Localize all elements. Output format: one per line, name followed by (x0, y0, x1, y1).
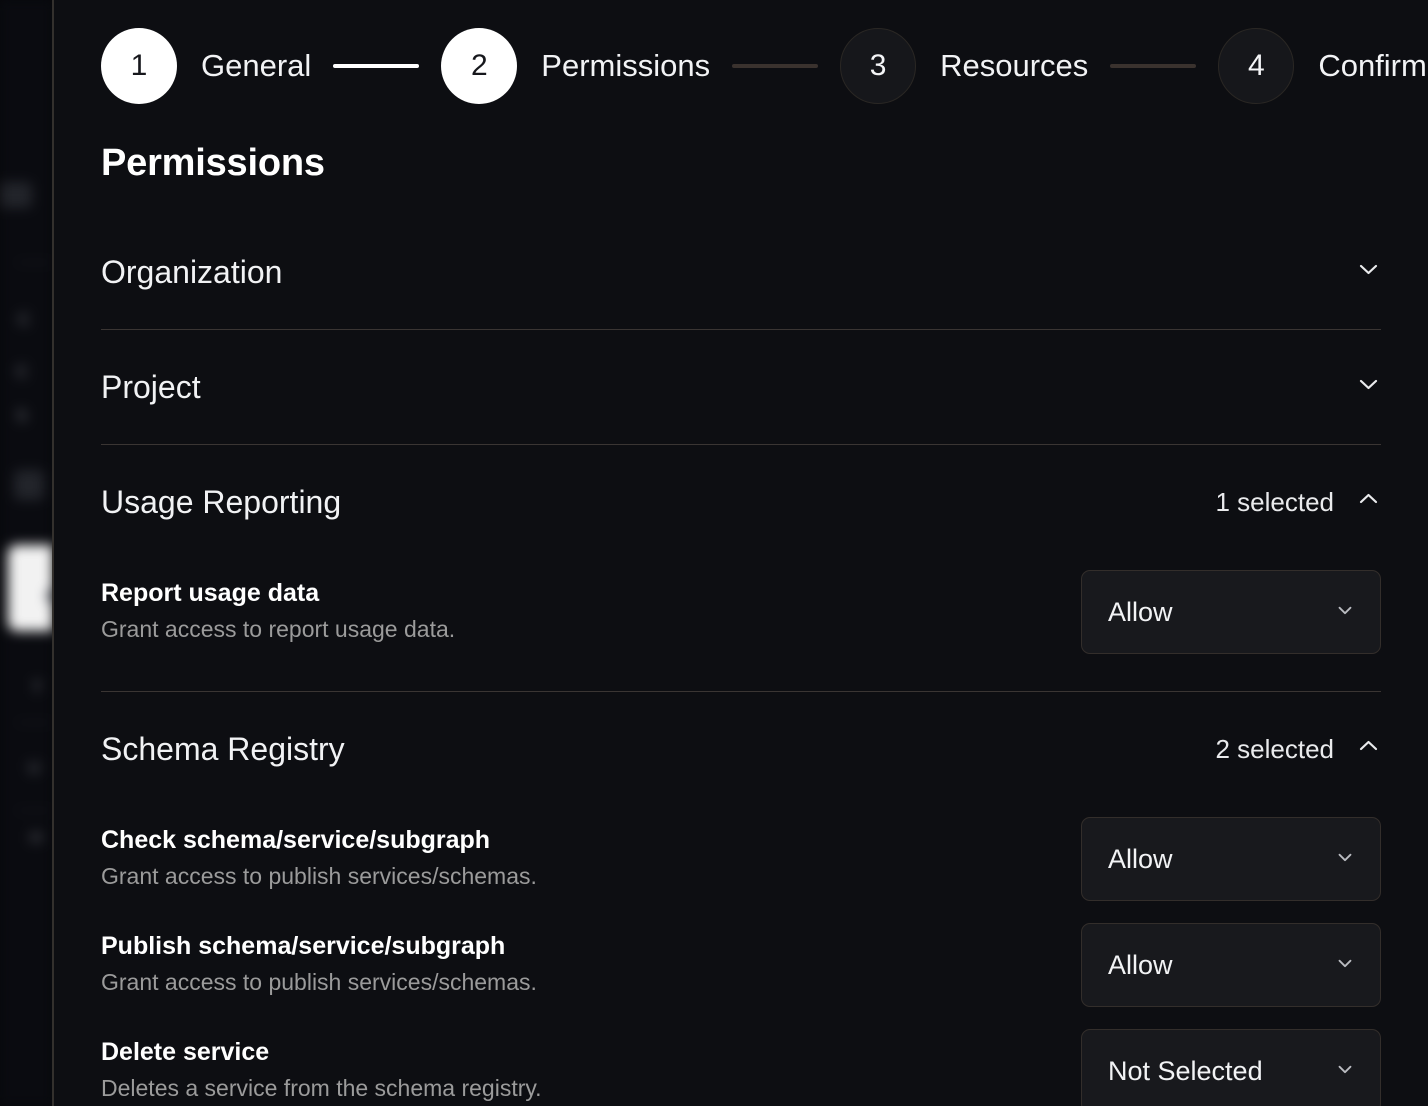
step-label: General (201, 48, 312, 83)
backdrop-nav-item: C (18, 310, 31, 329)
permission-description: Grant access to publish services/schemas… (101, 969, 537, 996)
wizard-step-confirm[interactable]: 4 Confirm (1218, 28, 1427, 104)
step-connector-3-4 (1110, 64, 1197, 68)
chevron-down-icon (1334, 846, 1356, 873)
wizard-step-resources[interactable]: 3 Resources (840, 28, 1088, 104)
group-header-right: 2 selected (1215, 734, 1381, 765)
chevron-down-icon[interactable] (1356, 372, 1381, 402)
permission-select-value: Allow (1108, 949, 1173, 980)
step-label: Permissions (541, 48, 711, 83)
backdrop-chip (14, 470, 44, 500)
group-header-right: 1 selected (1215, 487, 1381, 518)
group-title: Schema Registry (101, 730, 345, 767)
permission-select-value: Allow (1108, 843, 1173, 874)
permission-text: Delete service Deletes a service from the… (101, 1036, 542, 1105)
chevron-down-icon (1334, 1058, 1356, 1085)
backdrop-avatar (8, 545, 53, 631)
group-header-right (1356, 372, 1381, 402)
step-number-badge: 2 (441, 28, 518, 104)
permission-group-project: Project (101, 330, 1381, 445)
wizard-stepper: 1 General 2 Permissions 3 Resources 4 Co… (54, 0, 1428, 132)
group-title: Organization (101, 253, 283, 290)
permission-text: Publish schema/service/subgraph Grant acc… (101, 930, 537, 999)
chevron-down-icon (1334, 952, 1356, 979)
permissions-modal: 1 General 2 Permissions 3 Resources 4 Co… (54, 0, 1428, 1106)
step-number-badge: 3 (840, 28, 917, 104)
backdrop-nav-item: C (16, 362, 29, 381)
group-header-usage-reporting[interactable]: Usage Reporting 1 selected (101, 445, 1381, 559)
step-label: Confirm (1318, 48, 1427, 83)
permission-row-publish-schema: Publish schema/service/subgraph Grant acc… (101, 912, 1381, 1018)
permission-row-report-usage-data: Report usage data Grant access to report … (101, 559, 1381, 665)
backdrop-divider (16, 810, 53, 811)
group-header-project[interactable]: Project (101, 330, 1381, 444)
permission-title: Report usage data (101, 579, 320, 608)
group-title: Usage Reporting (101, 483, 342, 520)
page-title: Permissions (101, 142, 325, 184)
group-header-schema-registry[interactable]: Schema Registry 2 selected (101, 692, 1381, 806)
group-selected-count: 2 selected (1215, 733, 1334, 764)
group-title: Project (101, 368, 201, 405)
permission-description: Deletes a service from the schema regist… (101, 1075, 542, 1102)
permission-row-check-schema: Check schema/service/subgraph Grant acces… (101, 806, 1381, 912)
backdrop-chip (0, 182, 32, 208)
chevron-up-icon[interactable] (1356, 487, 1381, 517)
modal-content: Permissions Organization Project Usage Rep… (54, 142, 1428, 1106)
backdrop-nav-item: S (16, 406, 28, 425)
permission-row-delete-service: Delete service Deletes a service from the… (101, 1018, 1381, 1106)
group-header-right (1356, 257, 1381, 287)
step-number-badge: 4 (1218, 28, 1295, 104)
permission-group-usage-reporting: Usage Reporting 1 selected Report usage da… (101, 445, 1381, 692)
permission-groups: Organization Project Usage Reporting 1 sele… (101, 215, 1381, 1106)
permission-group-schema-registry: Schema Registry 2 selected Check schema/se… (101, 692, 1381, 1106)
blurred-app-backdrop: C C S T U H (0, 0, 53, 1106)
permission-title: Delete service (101, 1038, 270, 1067)
backdrop-divider (16, 722, 53, 723)
permission-select-value: Not Selected (1108, 1055, 1263, 1086)
group-body-usage-reporting: Report usage data Grant access to report … (101, 559, 1381, 691)
permission-select-value: Allow (1108, 596, 1173, 627)
group-body-schema-registry: Check schema/service/subgraph Grant acces… (101, 806, 1381, 1106)
wizard-step-permissions[interactable]: 2 Permissions (441, 28, 710, 104)
step-number-badge: 1 (101, 28, 177, 104)
step-connector-1-2 (333, 64, 420, 68)
wizard-step-general[interactable]: 1 General (101, 28, 311, 104)
backdrop-dot (46, 590, 53, 602)
backdrop-nav-item: H (30, 828, 43, 847)
modal-left-edge (52, 0, 54, 1106)
permission-title: Publish schema/service/subgraph (101, 932, 506, 961)
group-selected-count: 1 selected (1215, 486, 1334, 517)
permission-select-delete-service[interactable]: Not Selected (1081, 1029, 1381, 1106)
step-label: Resources (940, 48, 1089, 83)
permission-select-publish-schema[interactable]: Allow (1081, 923, 1381, 1007)
permission-text: Report usage data Grant access to report … (101, 577, 455, 646)
permission-description: Grant access to publish services/schemas… (101, 863, 537, 890)
backdrop-nav-item: U (28, 758, 41, 777)
backdrop-nav-item: T (32, 678, 43, 697)
step-connector-2-3 (732, 64, 819, 68)
permission-title: Check schema/service/subgraph (101, 826, 491, 855)
chevron-up-icon[interactable] (1356, 734, 1381, 764)
chevron-down-icon (1334, 599, 1356, 626)
permission-text: Check schema/service/subgraph Grant acces… (101, 824, 537, 893)
backdrop-divider (16, 262, 53, 263)
permission-description: Grant access to report usage data. (101, 616, 456, 643)
chevron-down-icon[interactable] (1356, 257, 1381, 287)
group-header-organization[interactable]: Organization (101, 215, 1381, 329)
permission-group-organization: Organization (101, 215, 1381, 330)
permission-select-report-usage-data[interactable]: Allow (1081, 570, 1381, 654)
permission-select-check-schema[interactable]: Allow (1081, 817, 1381, 901)
